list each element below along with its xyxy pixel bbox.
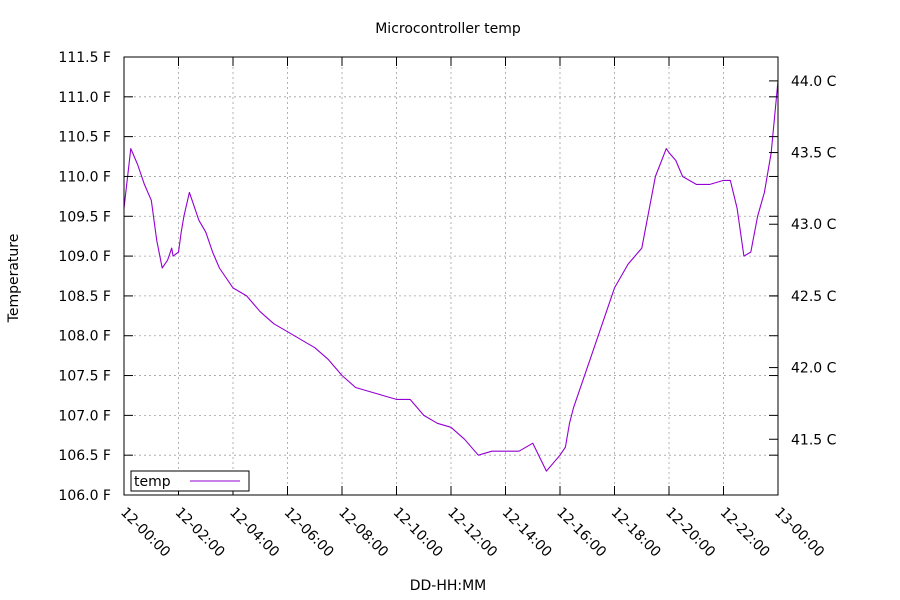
x-tick-label: 12-16:00 bbox=[553, 505, 609, 561]
y-tick-label: 109.5 F bbox=[58, 209, 111, 225]
series-line-temp bbox=[123, 80, 779, 472]
y2-tick-label: 42.0 C bbox=[791, 361, 837, 377]
y-tick-label: 111.5 F bbox=[58, 50, 111, 66]
x-tick-label: 12-08:00 bbox=[335, 505, 391, 561]
x-tick-label: 12-20:00 bbox=[662, 505, 718, 561]
x-axis-label: DD-HH:MM bbox=[410, 578, 487, 594]
x-tick-label: 12-12:00 bbox=[444, 505, 500, 561]
x-tick-label: 12-00:00 bbox=[117, 505, 173, 561]
y-tick-label: 108.0 F bbox=[58, 329, 111, 345]
grid-lines bbox=[124, 57, 778, 495]
y-axis-left: 106.0 F 106.5 F 107.0 F 107.5 F 108.0 F 108.5… bbox=[58, 50, 778, 504]
y-tick-label: 111.0 F bbox=[58, 90, 111, 106]
legend: temp bbox=[130, 470, 250, 492]
x-tick-label: 12-02:00 bbox=[172, 505, 228, 561]
y-tick-label: 110.0 F bbox=[58, 169, 111, 185]
legend-label: temp bbox=[134, 474, 171, 490]
series-layer bbox=[123, 80, 779, 472]
x-tick-label: 12-14:00 bbox=[499, 505, 555, 561]
x-tick-label: 13-00:00 bbox=[771, 505, 827, 561]
y-tick-label: 109.0 F bbox=[58, 249, 111, 265]
x-tick-label: 12-10:00 bbox=[390, 505, 446, 561]
y-tick-label: 107.0 F bbox=[58, 408, 111, 424]
y-tick-label: 108.5 F bbox=[58, 289, 111, 305]
y-tick-label: 106.0 F bbox=[58, 488, 111, 504]
y-tick-label: 106.5 F bbox=[58, 448, 111, 464]
x-tick-label: 12-04:00 bbox=[226, 505, 282, 561]
y2-tick-label: 42.5 C bbox=[791, 289, 837, 305]
x-tick-label: 12-22:00 bbox=[717, 505, 773, 561]
y-axis-label: Temperature bbox=[6, 234, 22, 324]
y2-tick-label: 43.5 C bbox=[791, 146, 837, 162]
y2-tick-label: 43.0 C bbox=[791, 217, 837, 233]
y-tick-label: 110.5 F bbox=[58, 130, 111, 146]
y2-tick-label: 44.0 C bbox=[791, 74, 837, 90]
x-tick-label: 12-18:00 bbox=[608, 505, 664, 561]
y-tick-label: 107.5 F bbox=[58, 369, 111, 385]
chart-title: Microcontroller temp bbox=[375, 21, 521, 37]
x-tick-label: 12-06:00 bbox=[281, 505, 337, 561]
y-axis-right: 41.5 C 42.0 C 42.5 C 43.0 C 43.5 C 44.0 C bbox=[769, 74, 837, 448]
y2-tick-label: 41.5 C bbox=[791, 432, 837, 448]
